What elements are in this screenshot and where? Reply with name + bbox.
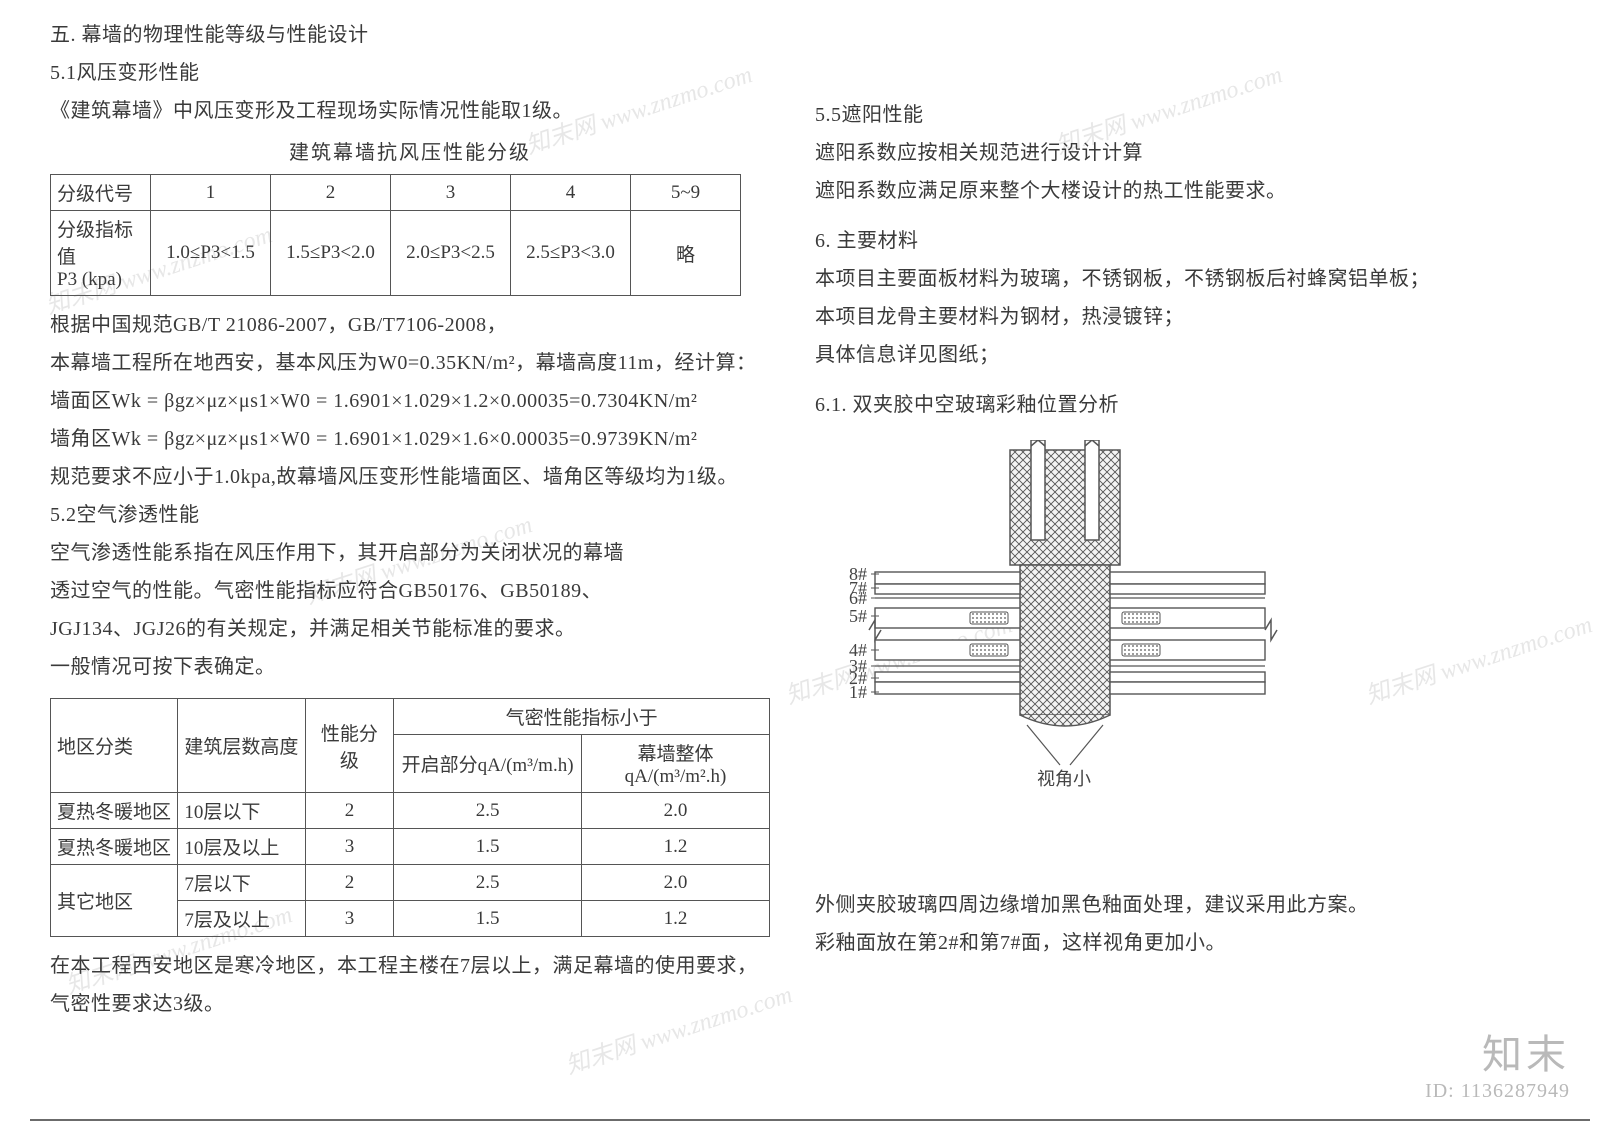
air-permeability-table: 地区分类建筑层数高度性能分级气密性能指标小于开启部分qA/(m³/m.h)幕墙整… (50, 698, 770, 937)
section-5-5-line: 遮阳系数应按相关规范进行设计计算 (815, 138, 1565, 168)
table1-header: 2 (271, 175, 391, 211)
section-6-1-note: 彩釉面放在第2#和第7#面，这样视角更加小。 (815, 928, 1565, 958)
section-5-heading: 五. 幕墙的物理性能等级与性能设计 (50, 20, 770, 50)
table2-header: 地区分类 (51, 699, 178, 793)
table2-cell: 2.0 (581, 865, 769, 901)
diagram-bottom-label: 视角小 (1037, 765, 1091, 791)
table1-header: 5~9 (631, 175, 741, 211)
glass-section-diagram: 8#7#6#5#4#3#2#1#视角小 (835, 440, 1315, 800)
table2-cell: 2.5 (394, 865, 582, 901)
table1-row-label: 分级指标值 P3 (kpa) (51, 211, 151, 296)
table1-header: 分级代号 (51, 175, 151, 211)
table1-cell: 2.5≤P3<3.0 (511, 211, 631, 296)
table2-cell: 3 (305, 829, 393, 865)
section-5-5-line: 遮阳系数应满足原来整个大楼设计的热工性能要求。 (815, 176, 1565, 206)
table2-header-span: 气密性能指标小于 (394, 699, 770, 735)
section-6-line: 具体信息详见图纸； (815, 340, 1565, 370)
section-5-2-title: 5.2空气渗透性能 (50, 500, 770, 530)
section-5-2-line: 空气渗透性能系指在风压作用下，其开启部分为关闭状况的幕墙 (50, 538, 770, 568)
section-6-line: 本项目主要面板材料为玻璃，不锈钢板，不锈钢板后衬蜂窝铝单板； (815, 264, 1565, 294)
section-6-title: 6. 主要材料 (815, 226, 1565, 256)
table2-cell: 1.5 (394, 901, 582, 937)
table2-cell: 7层及以上 (178, 901, 305, 937)
diagram-layer-label: 1# (849, 682, 867, 703)
source-logo: 知末 ID: 1136287949 (1425, 1022, 1570, 1103)
section-5-1-calc-line: 墙面区Wk = βgz×μz×μs1×W0 = 1.6901×1.029×1.2… (50, 386, 770, 416)
wind-pressure-table: 分级代号12345~9 分级指标值 P3 (kpa)1.0≤P3<1.51.5≤P… (50, 174, 741, 296)
table2-subheader: 幕墙整体qA/(m³/m².h) (581, 735, 769, 793)
table1-cell: 1.0≤P3<1.5 (151, 211, 271, 296)
table2-header: 性能分级 (305, 699, 393, 793)
table1-cell: 略 (631, 211, 741, 296)
section-5-2-conclusion: 在本工程西安地区是寒冷地区，本工程主楼在7层以上，满足幕墙的使用要求， (50, 951, 770, 981)
section-5-1-calc-line: 本幕墙工程所在地西安，基本风压为W0=0.35KN/m²，幕墙高度11m，经计算… (50, 348, 770, 378)
section-5-1-title: 5.1风压变形性能 (50, 58, 770, 88)
table2-cell: 1.5 (394, 829, 582, 865)
table2-cell: 夏热冬暖地区 (51, 829, 178, 865)
table1-title: 建筑幕墙抗风压性能分级 (50, 138, 770, 168)
table2-cell: 3 (305, 901, 393, 937)
section-5-1-calc-line: 规范要求不应小于1.0kpa,故幕墙风压变形性能墙面区、墙角区等级均为1级。 (50, 462, 770, 492)
logo-text: 知末 (1425, 1022, 1570, 1080)
table2-header: 建筑层数高度 (178, 699, 305, 793)
section-5-1-calc-line: 根据中国规范GB/T 21086-2007，GB/T7106-2008， (50, 310, 770, 340)
table2-cell: 2.5 (394, 793, 582, 829)
logo-id: ID: 1136287949 (1425, 1080, 1570, 1103)
table2-cell: 1.2 (581, 829, 769, 865)
table2-cell: 7层以下 (178, 865, 305, 901)
section-5-1-text: 《建筑幕墙》中风压变形及工程现场实际情况性能取1级。 (50, 96, 770, 126)
section-5-1-calc-line: 墙角区Wk = βgz×μz×μs1×W0 = 1.6901×1.029×1.6… (50, 424, 770, 454)
table2-cell: 10层以下 (178, 793, 305, 829)
section-6-1-title: 6.1. 双夹胶中空玻璃彩釉位置分析 (815, 390, 1565, 420)
section-6-1-note: 外侧夹胶玻璃四周边缘增加黑色釉面处理，建议采用此方案。 (815, 890, 1565, 920)
table1-cell: 2.0≤P3<2.5 (391, 211, 511, 296)
table1-header: 3 (391, 175, 511, 211)
table1-header: 4 (511, 175, 631, 211)
section-5-2-line: JGJ134、JGJ26的有关规定，并满足相关节能标准的要求。 (50, 614, 770, 644)
table2-cell: 1.2 (581, 901, 769, 937)
table2-cell: 2 (305, 865, 393, 901)
diagram-layer-label: 5# (849, 606, 867, 627)
table2-cell: 夏热冬暖地区 (51, 793, 178, 829)
section-5-5-title: 5.5遮阳性能 (815, 100, 1565, 130)
table1-header: 1 (151, 175, 271, 211)
table2-cell: 其它地区 (51, 865, 178, 937)
table2-cell: 2.0 (581, 793, 769, 829)
table2-subheader: 开启部分qA/(m³/m.h) (394, 735, 582, 793)
section-5-2-line: 透过空气的性能。气密性能指标应符合GB50176、GB50189、 (50, 576, 770, 606)
section-5-2-line: 一般情况可按下表确定。 (50, 652, 770, 682)
table2-cell: 10层及以上 (178, 829, 305, 865)
section-6-line: 本项目龙骨主要材料为钢材，热浸镀锌； (815, 302, 1565, 332)
table2-cell: 2 (305, 793, 393, 829)
table1-cell: 1.5≤P3<2.0 (271, 211, 391, 296)
section-5-2-conclusion: 气密性要求达3级。 (50, 989, 770, 1019)
